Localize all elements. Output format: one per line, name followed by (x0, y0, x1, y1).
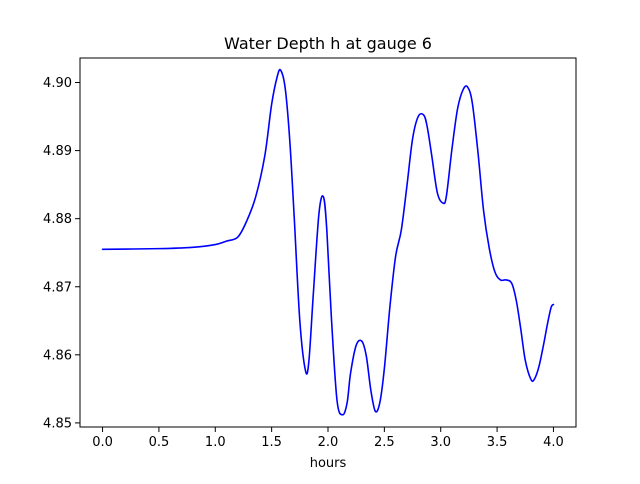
x-tick-label: 0.5 (149, 435, 170, 450)
y-tick-label: 4.89 (43, 144, 72, 159)
y-tick-label: 4.86 (43, 348, 72, 363)
y-tick-label: 4.87 (43, 280, 72, 295)
plot-frame (79, 57, 577, 428)
y-tick-label: 4.88 (43, 212, 72, 227)
x-tick-label: 0.0 (92, 435, 113, 450)
x-tick-label: 3.5 (487, 435, 508, 450)
y-tick-label: 4.85 (43, 416, 72, 431)
x-axis-label: hours (310, 456, 347, 471)
x-tick-label: 3.0 (430, 435, 451, 450)
series-lines (101, 68, 555, 416)
x-tick-label: 2.5 (374, 435, 395, 450)
y-axis-ticks: 4.85 4.86 4.87 4.88 4.89 4.90 (43, 76, 80, 431)
y-tick-label: 4.90 (43, 76, 72, 91)
x-tick-label: 1.0 (205, 435, 226, 450)
x-tick-label: 2.0 (318, 435, 339, 450)
x-axis-ticks: 0.0 0.5 1.0 1.5 2.0 2.5 3.0 3.5 4.0 (92, 427, 564, 450)
x-tick-label: 1.5 (261, 435, 282, 450)
series-line (101, 68, 555, 416)
chart-title: Water Depth h at gauge 6 (224, 34, 432, 53)
x-tick-label: 4.0 (543, 435, 564, 450)
